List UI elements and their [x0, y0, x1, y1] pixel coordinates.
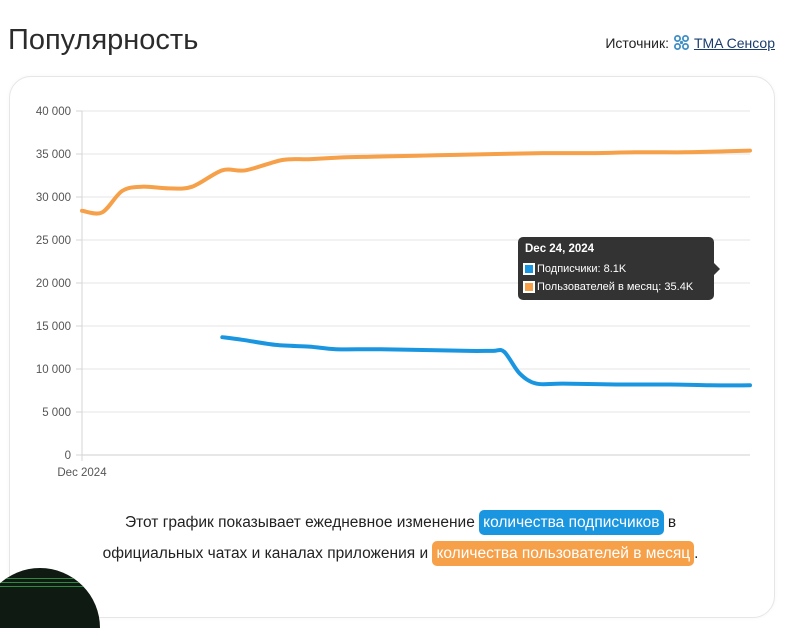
grid	[82, 110, 750, 456]
y-tick-label: 25 000	[36, 235, 71, 247]
x-tick-label: Dec 2024	[57, 467, 107, 479]
source-logo-icon	[673, 34, 690, 51]
line-chart[interactable]: 0 5 000 10 000 15 000 20 000 25 000 30 000 35 0…	[0, 0, 801, 500]
tooltip-row-users: Пользователей в месяц: 35.4K	[523, 281, 693, 293]
y-tick-label: 15 000	[36, 321, 71, 333]
caption-text-2: в	[667, 514, 677, 531]
caption-line-1: Этот график показывает ежедневное измене…	[0, 510, 801, 535]
tooltip-row-subscribers: Подписчики: 8.1K	[523, 263, 626, 275]
page-title: Популярность	[8, 24, 199, 56]
tooltip-date: Dec 24, 2024	[525, 243, 595, 255]
y-tick-label: 5 000	[42, 407, 71, 419]
tooltip-users-value: Пользователей в месяц: 35.4K	[537, 281, 694, 293]
series-line-users[interactable]	[80, 148, 752, 216]
caption-text-4: .	[694, 545, 699, 562]
axes: 0 5 000 10 000 15 000 20 000 25 000 30 000 35 0…	[36, 106, 107, 479]
series	[80, 148, 752, 388]
source-link[interactable]: TMA Сенсор	[693, 34, 775, 51]
series-line-subscribers[interactable]	[220, 335, 752, 388]
y-tick-label: 10 000	[36, 364, 71, 376]
users-toggle-button[interactable]: количества пользователей в месяц	[432, 541, 695, 566]
y-tick-label: 20 000	[36, 278, 71, 290]
tooltip-subscribers-value: Подписчики: 8.1K	[537, 263, 627, 275]
source-label: Источник:	[605, 34, 669, 51]
caption-text-1: Этот график показывает ежедневное измене…	[124, 514, 475, 531]
y-tick-label: 30 000	[36, 192, 71, 204]
subscribers-toggle-button[interactable]: количества подписчиков	[479, 510, 664, 535]
y-tick-label: 40 000	[36, 106, 71, 118]
source: Источник: TMA Сенсор	[605, 34, 775, 51]
caption-text-3: официальных чатах и каналах приложения и	[102, 545, 429, 562]
y-tick-label: 35 000	[36, 149, 71, 161]
caption-line-2: официальных чатах и каналах приложения и…	[0, 541, 801, 566]
chart-tooltip: Dec 24, 2024 Подписчики: 8.1K Пользовате…	[518, 237, 720, 300]
users-swatch	[523, 281, 535, 293]
subscribers-swatch	[523, 263, 535, 275]
y-tick-label: 0	[65, 450, 71, 462]
